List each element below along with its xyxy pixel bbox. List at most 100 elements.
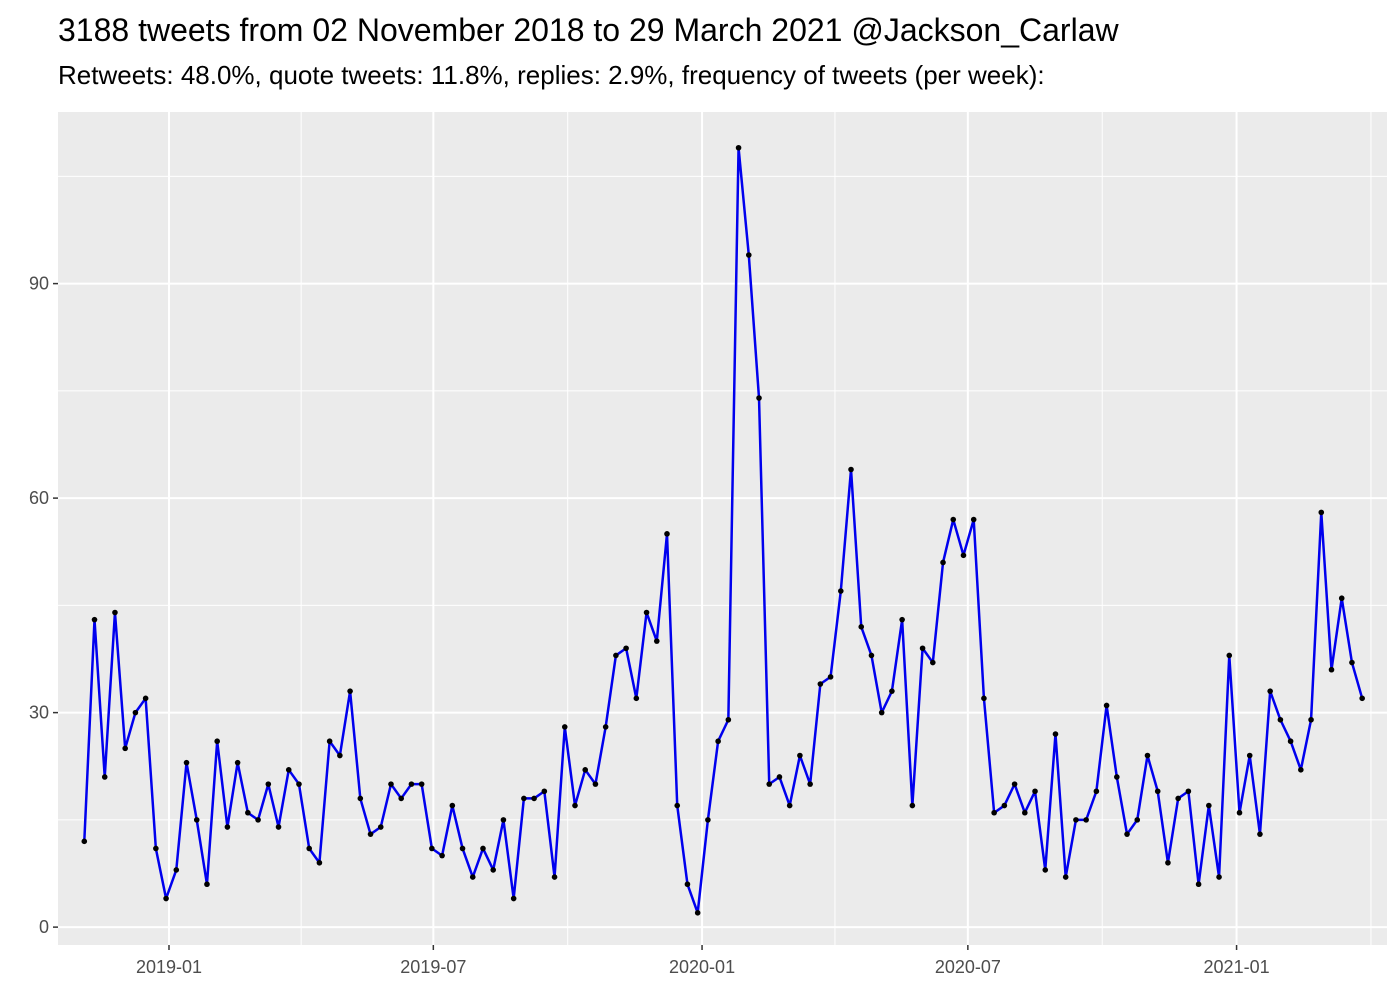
data-point: [285, 767, 292, 773]
data-point: [337, 752, 343, 759]
data-point: [1195, 881, 1202, 888]
data-point: [735, 144, 742, 151]
data-point: [1154, 788, 1161, 795]
data-point: [132, 709, 139, 716]
data-point: [1083, 817, 1089, 823]
data-point: [572, 802, 578, 809]
data-point: [541, 788, 548, 795]
data-point: [1042, 867, 1049, 873]
data-point: [653, 638, 660, 644]
data-point: [204, 881, 210, 888]
data-point: [674, 802, 681, 809]
data-point: [245, 809, 251, 816]
data-point: [449, 802, 456, 809]
plot-background: [58, 112, 1387, 945]
data-point: [1226, 652, 1233, 659]
data-point: [1093, 788, 1100, 795]
data-point: [848, 466, 854, 473]
data-point: [817, 681, 824, 687]
data-point: [582, 767, 589, 773]
data-point: [101, 774, 108, 780]
data-point: [510, 895, 517, 902]
data-point: [326, 738, 333, 745]
y-tick-label: 60: [29, 488, 49, 508]
data-point: [1257, 831, 1263, 837]
data-point: [797, 752, 803, 759]
data-point: [296, 781, 302, 787]
data-point: [1287, 738, 1294, 745]
data-point: [347, 688, 353, 694]
data-point: [1073, 817, 1079, 823]
data-point: [766, 781, 773, 787]
data-point: [1185, 788, 1192, 795]
chart-title: 3188 tweets from 02 November 2018 to 29 …: [58, 12, 1119, 48]
data-point: [1359, 695, 1365, 702]
data-point: [377, 824, 384, 830]
data-point: [745, 252, 752, 258]
data-point: [684, 881, 691, 888]
data-point: [1022, 809, 1028, 816]
data-point: [991, 809, 997, 816]
data-point: [868, 652, 875, 659]
data-point: [1318, 509, 1325, 516]
data-point: [193, 817, 200, 823]
data-point: [694, 910, 701, 916]
chart-subtitle: Retweets: 48.0%, quote tweets: 11.8%, re…: [58, 60, 1045, 90]
data-point: [408, 781, 415, 787]
data-point: [255, 817, 261, 823]
data-point: [715, 738, 721, 745]
data-point: [725, 716, 732, 723]
data-point: [807, 781, 813, 787]
data-point: [838, 588, 844, 594]
data-point: [1349, 659, 1355, 666]
data-point: [613, 652, 619, 659]
data-point: [91, 616, 98, 623]
data-point: [500, 817, 507, 823]
data-point: [459, 845, 466, 852]
data-point: [521, 795, 527, 802]
data-point: [1308, 716, 1314, 723]
data-point: [316, 859, 323, 866]
data-point: [1052, 731, 1059, 737]
data-point: [592, 781, 599, 787]
data-point: [664, 531, 670, 537]
data-point: [1175, 795, 1181, 802]
data-point: [418, 781, 425, 787]
data-point: [1246, 752, 1253, 759]
y-tick-label: 30: [29, 703, 49, 723]
data-point: [970, 516, 977, 523]
data-point: [163, 895, 169, 902]
data-point: [827, 674, 834, 680]
x-tick-label: 2021-01: [1204, 957, 1270, 977]
data-point: [1267, 688, 1273, 694]
data-point: [1103, 702, 1110, 709]
data-point: [469, 874, 476, 880]
data-point: [1134, 817, 1141, 823]
data-point: [1144, 752, 1151, 759]
data-point: [1165, 859, 1171, 866]
data-point: [234, 759, 241, 766]
data-point: [1277, 716, 1284, 723]
data-point: [940, 559, 946, 566]
data-point: [183, 759, 190, 766]
data-point: [122, 745, 128, 752]
data-point: [960, 552, 967, 559]
x-tick-label: 2020-01: [669, 957, 735, 977]
data-point: [1001, 802, 1008, 809]
y-tick-label: 0: [39, 917, 49, 937]
data-point: [531, 795, 537, 802]
data-point: [214, 738, 220, 745]
x-tick-label: 2019-07: [400, 957, 466, 977]
data-point: [899, 616, 905, 623]
data-point: [142, 695, 149, 702]
data-point: [439, 852, 445, 859]
x-tick-label: 2020-07: [935, 957, 1001, 977]
data-point: [561, 724, 568, 730]
data-point: [878, 709, 885, 716]
data-point: [1062, 874, 1069, 880]
data-point: [705, 817, 711, 823]
data-point: [930, 659, 936, 666]
data-point: [112, 609, 118, 616]
data-point: [357, 795, 364, 802]
